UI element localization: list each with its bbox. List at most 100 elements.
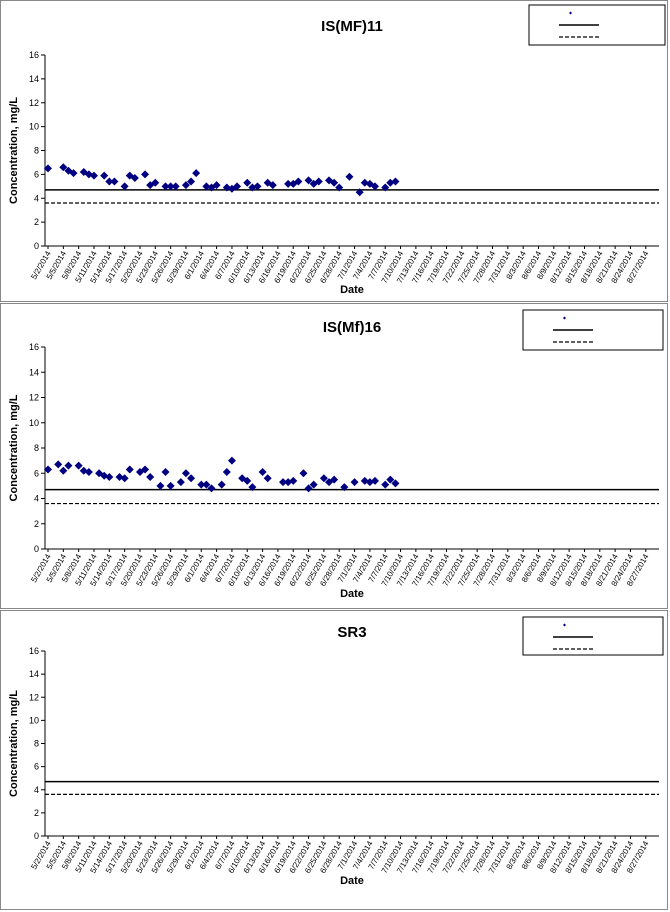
- y-tick-label: 0: [34, 241, 39, 251]
- data-point: [330, 178, 339, 187]
- legend-marker-icon: [563, 316, 566, 320]
- data-point: [309, 480, 318, 489]
- y-tick-label: 0: [34, 831, 39, 841]
- data-point: [166, 481, 175, 490]
- y-tick-label: 6: [34, 468, 39, 478]
- data-point: [120, 474, 129, 483]
- data-point: [279, 478, 288, 487]
- data-point: [181, 181, 190, 190]
- data-point: [120, 182, 129, 191]
- data-point: [319, 474, 328, 483]
- data-point: [105, 473, 114, 482]
- legend-marker-icon: [569, 11, 572, 15]
- y-tick-label: 14: [29, 669, 39, 679]
- y-tick-label: 0: [34, 544, 39, 554]
- data-point: [110, 177, 119, 186]
- data-point: [386, 475, 395, 484]
- chart-title: IS(Mf)16: [323, 319, 381, 336]
- data-point: [345, 172, 354, 181]
- data-point: [253, 182, 262, 191]
- data-point: [335, 183, 344, 192]
- y-tick-label: 6: [34, 762, 39, 772]
- data-point: [59, 163, 68, 172]
- data-point: [54, 460, 63, 469]
- data-point: [181, 469, 190, 478]
- chart-svg-1: IS(MF)11 0 2 4 6 8 10 12 14 16 Concentration, mg/L…: [8, 4, 666, 296]
- data-point: [391, 479, 400, 488]
- legend-marker-icon: [563, 623, 566, 627]
- data-point: [284, 179, 293, 188]
- chart-title: IS(MF)11: [321, 18, 383, 35]
- data-point: [166, 182, 175, 191]
- data-point: [130, 173, 139, 182]
- data-point: [263, 474, 272, 483]
- x-axis-title: Date: [340, 875, 364, 887]
- y-tick-label: 14: [29, 74, 39, 84]
- chart-svg-2: IS(Mf)16 0 2 4 6 8 10 12 14 16 Concentration, mg/L…: [8, 309, 664, 600]
- data-point: [69, 169, 78, 178]
- data-point: [64, 461, 73, 470]
- y-tick-label: 12: [29, 393, 39, 403]
- data-point: [243, 178, 252, 187]
- data-point: [299, 469, 308, 478]
- data-point: [304, 484, 313, 493]
- y-tick-label: 12: [29, 692, 39, 702]
- y-tick-label: 8: [34, 443, 39, 453]
- data-point: [187, 177, 196, 186]
- data-point: [233, 182, 242, 191]
- data-point: [100, 171, 109, 180]
- data-point: [197, 480, 206, 489]
- data-point: [217, 480, 226, 489]
- y-tick-label: 8: [34, 146, 39, 156]
- data-point: [381, 183, 390, 192]
- y-tick-label: 8: [34, 739, 39, 749]
- y-tick-label: 4: [34, 785, 39, 795]
- data-point: [243, 476, 252, 485]
- data-point: [304, 176, 313, 185]
- legend-box: [522, 616, 664, 656]
- data-point: [381, 480, 390, 489]
- data-point: [391, 177, 400, 186]
- data-point: [141, 465, 150, 474]
- y-tick-label: 12: [29, 98, 39, 108]
- data-point: [207, 484, 216, 493]
- data-point: [187, 474, 196, 483]
- data-point: [151, 178, 160, 187]
- data-point: [294, 177, 303, 186]
- data-point: [146, 473, 155, 482]
- y-axis-title: Concentration, mg/L: [8, 394, 20, 501]
- chart-panel-3: SR3 0 2 4 6 8 10 12 14 16 Concentration, mg/L 5/2/2…: [0, 610, 668, 910]
- data-point: [340, 483, 349, 492]
- data-point: [84, 467, 93, 476]
- data-point: [258, 467, 267, 476]
- data-point: [370, 476, 379, 485]
- data-point: [202, 480, 211, 489]
- data-point: [89, 171, 98, 180]
- data-point: [289, 476, 298, 485]
- y-tick-label: 14: [29, 367, 39, 377]
- chart-panel-2: IS(Mf)16 0 2 4 6 8 10 12 14 16 Concentration, mg/L…: [0, 303, 668, 609]
- data-point: [135, 467, 144, 476]
- y-tick-label: 2: [34, 519, 39, 529]
- data-point: [314, 177, 323, 186]
- data-point: [350, 478, 359, 487]
- data-point: [212, 181, 221, 190]
- data-point: [156, 481, 165, 490]
- chart-panel-1: IS(MF)11 0 2 4 6 8 10 12 14 16 Concentration, mg/L…: [0, 0, 668, 302]
- y-tick-label: 2: [34, 217, 39, 227]
- data-point: [125, 465, 134, 474]
- y-tick-label: 6: [34, 169, 39, 179]
- data-point: [248, 483, 257, 492]
- data-point: [192, 169, 201, 178]
- data-point: [161, 467, 170, 476]
- data-point: [44, 164, 52, 173]
- data-point: [105, 177, 114, 186]
- y-axis-title: Concentration, mg/L: [8, 97, 20, 204]
- data-point: [360, 476, 369, 485]
- data-point: [171, 182, 180, 191]
- data-point: [330, 475, 339, 484]
- y-tick-label: 10: [29, 715, 39, 725]
- data-point: [227, 456, 236, 465]
- y-tick-label: 10: [29, 418, 39, 428]
